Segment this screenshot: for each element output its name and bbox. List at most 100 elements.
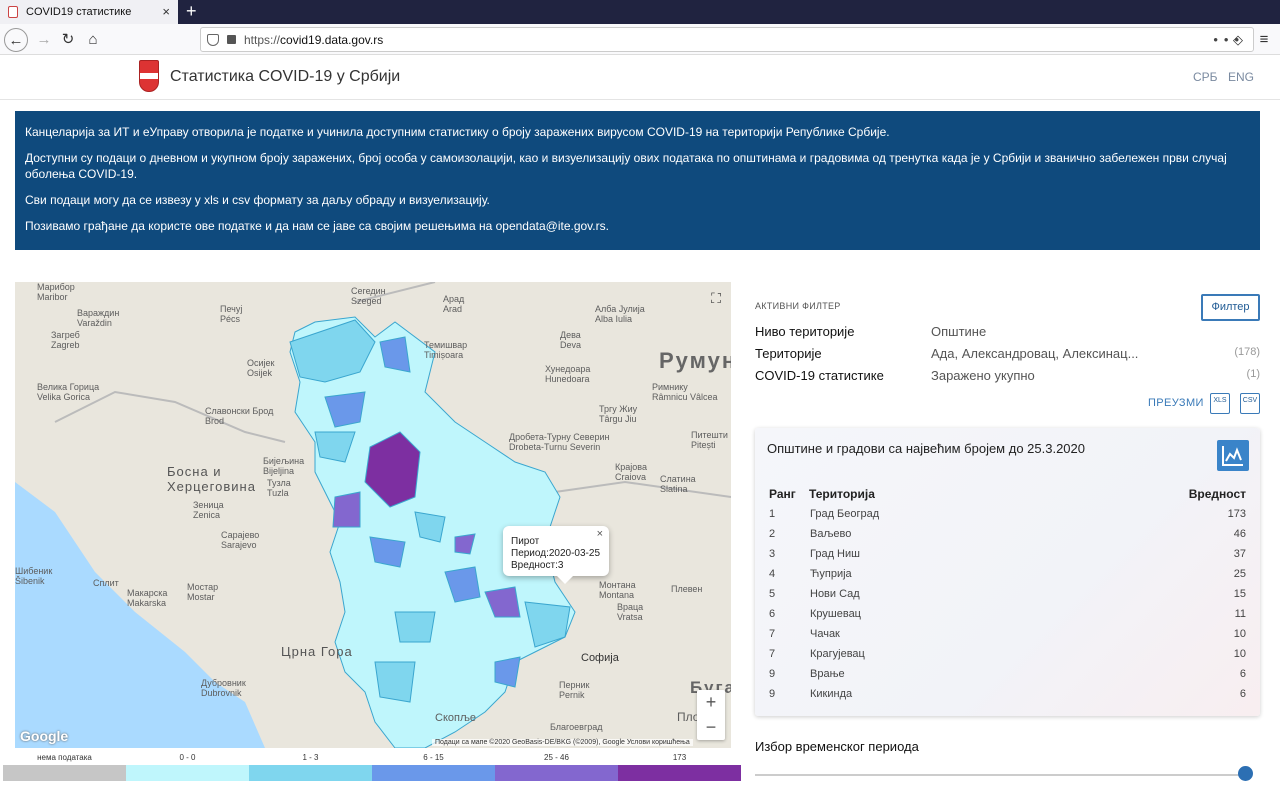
adriatic-sea xyxy=(15,482,265,748)
cuprija-region[interactable] xyxy=(454,533,476,555)
legend-label: 6 - 15 xyxy=(423,753,444,762)
filter-button[interactable]: Филтер xyxy=(1201,294,1260,321)
city-label: Сплит xyxy=(93,578,119,588)
city-label: Печуј Pécs xyxy=(220,304,243,324)
legend-swatch xyxy=(618,765,741,781)
info-paragraph: Позивамо грађане да користе ове податке … xyxy=(25,219,609,233)
krusevac-region[interactable] xyxy=(444,566,481,603)
city-label: Римнику Râmnicu Vâlcea xyxy=(652,382,718,402)
municipality-region[interactable] xyxy=(374,661,416,703)
tooltip-close-icon[interactable]: × xyxy=(596,528,603,540)
legend-item: 1 - 3 xyxy=(249,753,372,781)
city-label: Софија xyxy=(581,652,619,664)
forward-arrow-icon[interactable]: → xyxy=(36,31,52,48)
filter-count: (1) xyxy=(1246,368,1260,380)
city-label: Благоевград xyxy=(550,722,603,732)
page-actions-icon[interactable]: ••• xyxy=(1213,32,1245,47)
city-label: Арад Arad xyxy=(443,294,465,314)
home-icon[interactable]: ⌂ xyxy=(88,31,98,48)
map-credit[interactable]: Подаци са мапе ©2020 GeoBasis-DE/BKG (©2… xyxy=(432,739,693,746)
ranking-title: Општине и градови са највећим бројем до … xyxy=(767,441,1085,456)
city-label: Слатина Slatina xyxy=(660,474,696,494)
city-label: Алба Јулија Alba Iulia xyxy=(595,304,645,324)
serbia-coat-of-arms-logo xyxy=(139,60,159,92)
table-row: 7 Чачак 10 xyxy=(769,628,1246,640)
close-tab-icon[interactable]: × xyxy=(162,4,170,19)
fullscreen-icon[interactable]: ⛶ xyxy=(711,290,721,306)
border-line xyxy=(54,390,286,443)
legend-swatch xyxy=(372,765,495,781)
legend-item: 0 - 0 xyxy=(126,753,249,781)
xls-download-icon[interactable]: XLS xyxy=(1210,393,1230,414)
column-header-value: Вредност xyxy=(1188,487,1246,501)
back-arrow-icon[interactable]: ← xyxy=(4,28,28,52)
city-label: Дева Deva xyxy=(560,330,582,350)
reload-icon[interactable]: ↻ xyxy=(61,31,75,48)
city-label: Тргу Жиу Târgu Jiu xyxy=(599,404,638,424)
url-scheme: https:// xyxy=(244,32,281,47)
nis-region[interactable] xyxy=(484,586,521,618)
tooltip-value: Вредност:3 xyxy=(511,560,564,571)
new-tab-button[interactable]: + xyxy=(186,1,197,21)
city-label: Скопље xyxy=(435,712,477,724)
info-paragraph: Канцеларија за ИТ и еУправу отворила је … xyxy=(25,125,890,139)
valjevo-region[interactable] xyxy=(332,491,361,528)
tooltip-period: Период:2020-03-25 xyxy=(511,548,601,559)
vranje-region[interactable] xyxy=(494,656,521,688)
municipality-region[interactable] xyxy=(394,611,436,643)
filter-key: Ниво територије xyxy=(755,324,855,339)
url-domain: covid19.data.gov.rs xyxy=(280,32,384,47)
csv-download-icon[interactable]: CSV xyxy=(1240,393,1260,414)
city-label: Хунедоара Hunedoara xyxy=(545,364,591,384)
kragujevac-region[interactable] xyxy=(414,511,446,543)
city-label: Монтана Montana xyxy=(599,580,636,600)
filter-value: Заражено укупно xyxy=(931,368,1035,383)
browser-nav-bar: ← → ↻ ⌂ https://covid19.data.gov.rs ••• … xyxy=(0,24,1280,55)
zoom-out-button[interactable]: − xyxy=(705,717,717,737)
ranking-card: Општине и градови са највећим бројем до … xyxy=(755,428,1260,716)
legend-label: 0 - 0 xyxy=(179,753,196,762)
cacak-region[interactable] xyxy=(369,536,406,568)
choropleth-map[interactable]: Марибор Maribor Печуј Pécs Сегедин Szeged А… xyxy=(15,282,731,748)
novi-sad-region[interactable] xyxy=(324,391,366,428)
municipality-region[interactable] xyxy=(314,431,356,463)
site-header: Статистика COVID-19 у Србији СРБ ENG xyxy=(0,56,1280,100)
tracking-shield-icon[interactable] xyxy=(207,33,219,46)
city-label: Питешти Pitești xyxy=(691,430,728,450)
country-label: Румун xyxy=(659,348,731,373)
lock-icon[interactable] xyxy=(227,35,236,44)
city-label: Славонски Брод Brod xyxy=(205,406,274,426)
lang-srb-link[interactable]: СРБ xyxy=(1193,70,1218,84)
zoom-control: + − xyxy=(697,690,725,740)
filter-key: COVID-19 статистике xyxy=(755,368,884,383)
legend-label: 173 xyxy=(672,753,687,762)
table-row: 6 Крушевац 11 xyxy=(769,608,1246,620)
lang-eng-link[interactable]: ENG xyxy=(1228,70,1255,84)
time-period-slider-track[interactable] xyxy=(755,774,1245,776)
tab-title: COVID19 статистике xyxy=(26,6,132,18)
legend-item: 6 - 15 xyxy=(372,753,495,781)
table-row: 1 Град Београд 173 xyxy=(769,508,1246,520)
zoom-in-button[interactable]: + xyxy=(705,692,717,712)
legend-item: 173 xyxy=(618,753,741,781)
tooltip-name: Пирот xyxy=(511,536,540,547)
menu-icon[interactable]: ≡ xyxy=(1259,31,1269,48)
column-header-rank: Ранг xyxy=(769,487,796,501)
site-title: Статистика COVID-19 у Србији xyxy=(170,68,401,85)
filter-value: Ада, Александровац, Алексинац... xyxy=(931,346,1139,361)
municipality-region[interactable] xyxy=(289,319,376,383)
table-row: 4 Ћуприја 25 xyxy=(769,568,1246,580)
browser-tab[interactable]: COVID19 статистике × xyxy=(0,0,178,24)
legend-swatch xyxy=(249,765,372,781)
time-period-slider-handle[interactable] xyxy=(1238,766,1253,781)
legend-item: 25 - 46 xyxy=(495,753,618,781)
pirot-region[interactable] xyxy=(524,601,571,648)
country-label: Црна Гора xyxy=(281,644,353,659)
info-paragraph: Сви подаци могу да се извезу у xls и csv… xyxy=(25,193,490,207)
line-chart-icon[interactable] xyxy=(1217,440,1249,471)
beograd-region[interactable] xyxy=(364,431,421,508)
address-bar[interactable]: https://covid19.data.gov.rs ••• xyxy=(200,27,1254,52)
border-line xyxy=(554,480,731,498)
municipality-region[interactable] xyxy=(379,336,411,373)
pocket-icon[interactable]: ◇ xyxy=(1233,32,1243,47)
